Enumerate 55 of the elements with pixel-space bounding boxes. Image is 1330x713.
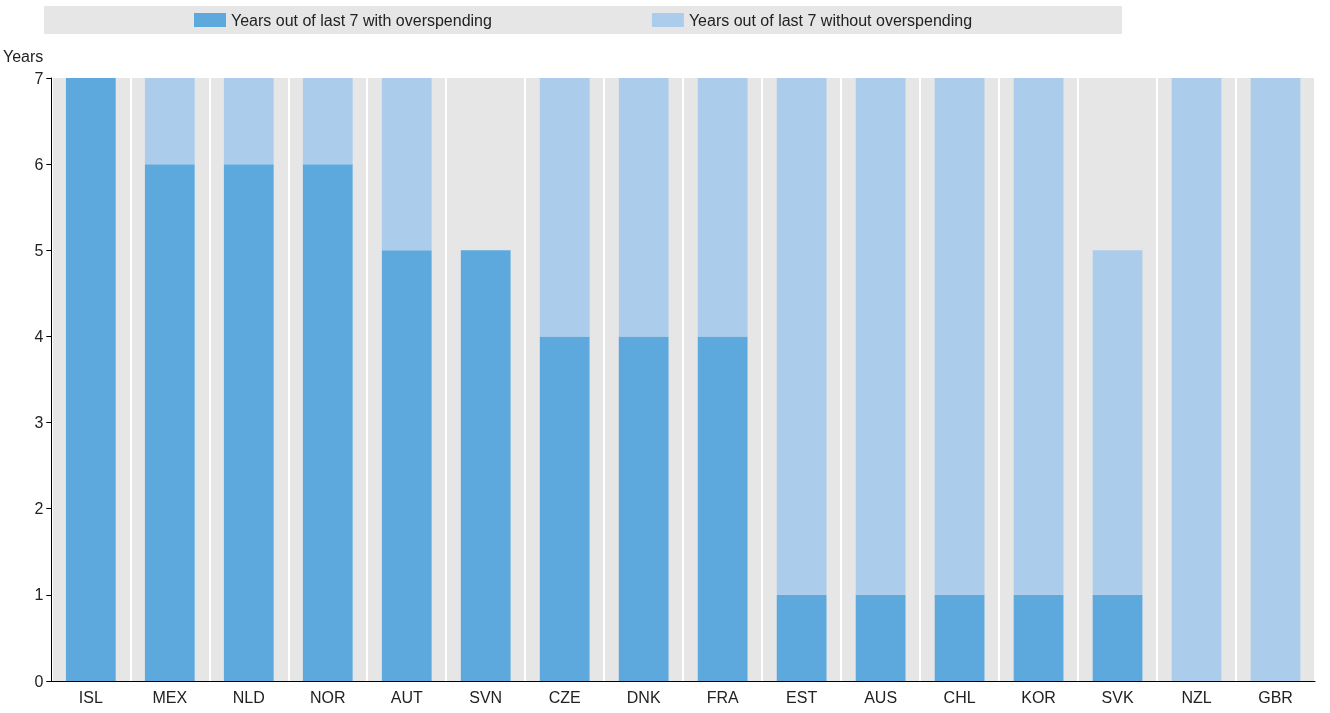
bar <box>539 336 590 681</box>
y-tick-label: 0 <box>34 672 44 690</box>
bar <box>776 78 827 595</box>
x-tick-label: SVN <box>469 688 503 706</box>
y-tick-label: 4 <box>34 327 44 345</box>
x-tick-label: SVK <box>1101 688 1134 706</box>
bar <box>776 594 827 681</box>
bar <box>697 78 748 337</box>
bar <box>855 78 906 595</box>
bar <box>1013 78 1064 595</box>
y-tick-label: 3 <box>34 414 44 432</box>
y-tick-label: 5 <box>34 241 44 259</box>
bar <box>934 78 985 595</box>
bar <box>1092 594 1143 681</box>
x-tick-label: GBR <box>1258 688 1293 706</box>
y-tick-label: 6 <box>34 155 44 173</box>
bar <box>1013 594 1064 681</box>
bar <box>618 78 669 337</box>
bar <box>697 336 748 681</box>
bar <box>381 250 432 681</box>
bar <box>144 78 195 165</box>
x-tick-label: FRA <box>706 688 739 706</box>
bar <box>65 78 116 681</box>
bar <box>1092 250 1143 595</box>
x-tick-label: ISL <box>78 688 103 706</box>
y-axis-title: Years <box>3 47 44 65</box>
x-tick-label: NLD <box>232 688 265 706</box>
legend-label: Years out of last 7 without overspending <box>688 11 973 29</box>
bar <box>381 78 432 251</box>
x-tick-label: NOR <box>309 688 346 706</box>
bar <box>934 594 985 681</box>
bar <box>1250 78 1301 681</box>
y-tick-label: 7 <box>34 69 44 87</box>
bar <box>618 336 669 681</box>
bar <box>460 250 511 681</box>
bar <box>302 78 353 165</box>
x-tick-label: EST <box>786 688 818 706</box>
x-tick-label: AUT <box>390 688 423 706</box>
x-tick-label: NZL <box>1181 688 1212 706</box>
x-tick-label: KOR <box>1021 688 1056 706</box>
bar <box>223 78 274 165</box>
y-tick-label: 2 <box>34 500 44 518</box>
bar <box>1171 78 1222 681</box>
bar <box>223 164 274 681</box>
y-tick-label: 1 <box>34 586 44 604</box>
x-tick-label: DNK <box>626 688 661 706</box>
bar <box>539 78 590 337</box>
bar <box>144 164 195 681</box>
bar <box>302 164 353 681</box>
x-tick-label: CHL <box>943 688 976 706</box>
bar <box>855 594 906 681</box>
x-tick-label: AUS <box>864 688 898 706</box>
x-tick-label: MEX <box>152 688 188 706</box>
legend-label: Years out of last 7 with overspending <box>231 11 492 29</box>
x-tick-label: CZE <box>548 688 581 706</box>
